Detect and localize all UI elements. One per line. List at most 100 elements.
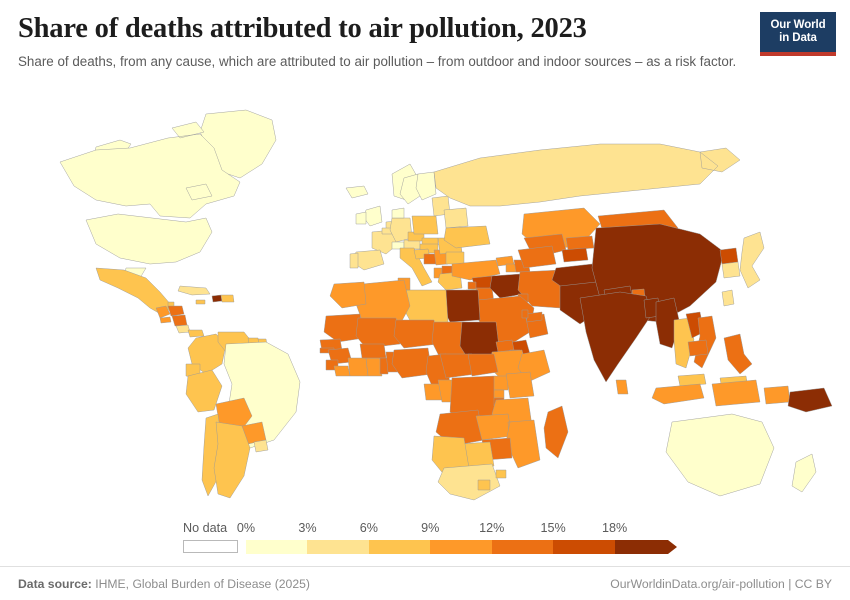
data-source: Data source: IHME, Global Burden of Dise…: [18, 577, 310, 591]
map-region-japan[interactable]: Japan: 3.4%: [739, 231, 765, 289]
map-region-north-korea[interactable]: North Korea: 15.5%: [719, 247, 739, 265]
map-region-india[interactable]: India: 20.5%: [579, 291, 653, 383]
owid-logo[interactable]: Our World in Data: [760, 12, 836, 56]
map-region-costa-rica[interactable]: Costa Rica: 4.5%: [175, 324, 191, 334]
map-region-canada[interactable]: Canada: 1.5%: [59, 121, 241, 219]
world-choropleth-map[interactable]: Alaska: 2%Greenland: 1.6%Canada: 1.5%Uni…: [0, 92, 850, 502]
legend-tick-6: 18%: [601, 521, 628, 535]
map-region-cambodia[interactable]: Cambodia: 13%: [687, 339, 709, 357]
map-region-lebanon[interactable]: Lebanon: 13%: [467, 281, 477, 290]
chart-footer: Data source: IHME, Global Burden of Dise…: [0, 566, 850, 600]
legend-bin-3[interactable]: [430, 540, 492, 554]
map-region-lesotho[interactable]: Lesotho: 7%: [477, 479, 491, 491]
map-region-new-zealand[interactable]: New Zealand: 2%: [791, 453, 817, 493]
legend-bin-5[interactable]: [553, 540, 615, 554]
map-region-ireland[interactable]: Ireland: 2.5%: [355, 211, 367, 225]
map-region-turkmenistan[interactable]: Turkmenistan: 13%: [517, 245, 557, 269]
map-region-kenya[interactable]: Kenya: 10.5%: [505, 371, 535, 399]
legend-no-data-swatch[interactable]: [183, 540, 238, 553]
legend-tick-0: 0%: [236, 521, 256, 535]
map-svg: Alaska: 2%Greenland: 1.6%Canada: 1.5%Uni…: [59, 109, 833, 501]
map-region-united-kingdom[interactable]: United Kingdom: 2.8%: [363, 205, 383, 227]
map-region-eswatini[interactable]: Eswatini: 7.5%: [495, 469, 507, 479]
map-region-rwanda[interactable]: Rwanda: 11%: [493, 389, 505, 399]
map-region-kyrgyzstan[interactable]: Kyrgyzstan: 14.5%: [565, 235, 595, 251]
map-region-bosnia-and-herzegovina[interactable]: Bosnia and Herzegovina: 12.8%: [423, 253, 437, 265]
legend-no-data-label: No data: [183, 521, 228, 535]
map-region-iraq[interactable]: Iraq: 18.5%: [489, 273, 525, 299]
legend-tick-labels: 0% 3% 6% 9% 12% 15% 18%: [237, 521, 676, 537]
map-region-zambia[interactable]: Zambia: 11%: [475, 413, 513, 441]
map-region-liberia[interactable]: Liberia: 11%: [333, 365, 351, 377]
map-region-panama[interactable]: Panama: 7%: [187, 329, 205, 338]
map-region-uganda[interactable]: Uganda: 11.5%: [493, 375, 509, 391]
map-region-austria[interactable]: Austria: 3.5%: [403, 239, 421, 250]
map-region-burkina-faso[interactable]: Burkina Faso: 13.5%: [359, 343, 387, 359]
owid-logo-line2: in Data: [779, 32, 817, 44]
legend-tick-5: 15%: [540, 521, 566, 535]
map-region-peru[interactable]: Peru: 8.4%: [185, 369, 223, 413]
map-region-south-korea[interactable]: South Korea: 4.5%: [721, 261, 741, 279]
map-region-australia[interactable]: Australia: 1.6%: [665, 413, 775, 497]
map-region-mali[interactable]: Mali: 14.5%: [355, 317, 401, 349]
map-region-sri-lanka[interactable]: Sri Lanka: 10%: [615, 379, 629, 395]
map-region-united-arab-emirates[interactable]: United Arab Emirates: 12.5%: [525, 311, 543, 323]
map-region-madagascar[interactable]: Madagascar: 12%: [543, 405, 569, 459]
map-region-indonesia[interactable]: Indonesia: 11.5%: [651, 379, 791, 407]
map-region-sweden[interactable]: Sweden: 1.9%: [399, 173, 421, 205]
legend-tick-3: 9%: [421, 521, 440, 535]
map-region-niger[interactable]: Niger: 14.8%: [393, 319, 439, 349]
map-region-el-salvador[interactable]: El Salvador: 10.5%: [159, 316, 172, 324]
map-region-haiti[interactable]: Haiti: 18.5%: [211, 294, 223, 303]
map-region-south-sudan[interactable]: South Sudan: 13%: [467, 353, 499, 377]
map-region-portugal[interactable]: Portugal: 4.2%: [349, 252, 359, 269]
legend-arrow-icon: [668, 540, 677, 554]
legend-color-bins[interactable]: [246, 540, 677, 554]
map-region-denmark[interactable]: Denmark: 2.6%: [391, 207, 405, 219]
legend-tick-2: 6%: [359, 521, 378, 535]
legend-bin-2[interactable]: [368, 540, 431, 554]
map-region-mauritania[interactable]: Mauritania: 14%: [323, 313, 365, 343]
map-region-argentina[interactable]: Argentina: 6.8%: [213, 421, 251, 499]
map-region-taiwan[interactable]: Taiwan: 4%: [721, 289, 735, 307]
chart-header: Share of deaths attributed to air pollut…: [0, 0, 850, 71]
chart-subtitle: Share of deaths, from any cause, which a…: [18, 53, 737, 69]
map-region-jamaica[interactable]: Jamaica: 7%: [195, 299, 206, 305]
map-region-tajikistan[interactable]: Tajikistan: 16%: [561, 247, 589, 263]
map-region-morocco[interactable]: Morocco: 10.5%: [329, 281, 367, 309]
legend-bin-0[interactable]: [246, 540, 308, 554]
map-region-mozambique[interactable]: Mozambique: 11%: [505, 419, 541, 469]
map-region-belarus[interactable]: Belarus: 5%: [443, 207, 469, 229]
legend-tick-4: 12%: [479, 521, 505, 535]
map-region-togo[interactable]: Togo: 12%: [379, 357, 389, 375]
map-region-poland[interactable]: Poland: 6.5%: [411, 215, 439, 235]
map-region-cuba[interactable]: Cuba: 5%: [177, 285, 211, 296]
page-title: Share of deaths attributed to air pollut…: [18, 13, 587, 44]
map-region-finland[interactable]: Finland: 2.3%: [415, 171, 437, 201]
owid-logo-line1: Our World: [770, 19, 826, 32]
map-region-uruguay[interactable]: Uruguay: 4%: [253, 439, 269, 453]
map-region-south-africa[interactable]: South Africa: 4.5%: [437, 463, 501, 501]
map-region-ukraine[interactable]: Ukraine: 6.8%: [443, 225, 491, 249]
map-region-guatemala[interactable]: Guatemala: 10.2%: [155, 305, 171, 319]
map-region-ivory-coast[interactable]: Ivory Coast: 11%: [347, 357, 369, 377]
map-region-papua-new-guinea[interactable]: Papua New Guinea: 19%: [787, 387, 833, 413]
map-region-honduras[interactable]: Honduras: 13.5%: [167, 305, 185, 317]
map-region-dominican-republic[interactable]: Dominican Republic: 7.5%: [220, 294, 235, 303]
legend-bin-6[interactable]: [614, 540, 668, 554]
legend-tick-1: 3%: [298, 521, 317, 535]
map-region-russia[interactable]: Russia: 4.6%: [433, 143, 741, 207]
map-region-united-states[interactable]: United States: 2.4%: [85, 213, 213, 279]
map-region-philippines[interactable]: Philippines: 12.5%: [723, 333, 753, 375]
license-text[interactable]: OurWorldinData.org/air-pollution | CC BY: [610, 577, 832, 591]
map-region-nigeria[interactable]: Nigeria: 13%: [391, 347, 433, 379]
map-region-nicaragua[interactable]: Nicaragua: 14%: [171, 314, 188, 327]
map-region-qatar[interactable]: Qatar: 13%: [521, 309, 529, 319]
map-region-iceland[interactable]: Iceland: 1.4%: [345, 185, 369, 199]
legend-bin-1[interactable]: [307, 540, 369, 554]
map-region-ghana[interactable]: Ghana: 11.5%: [365, 357, 383, 377]
legend-bin-4[interactable]: [491, 540, 554, 554]
map-region-bulgaria[interactable]: Bulgaria: 8.2%: [445, 251, 465, 265]
data-source-text: IHME, Global Burden of Disease (2025): [91, 577, 310, 591]
